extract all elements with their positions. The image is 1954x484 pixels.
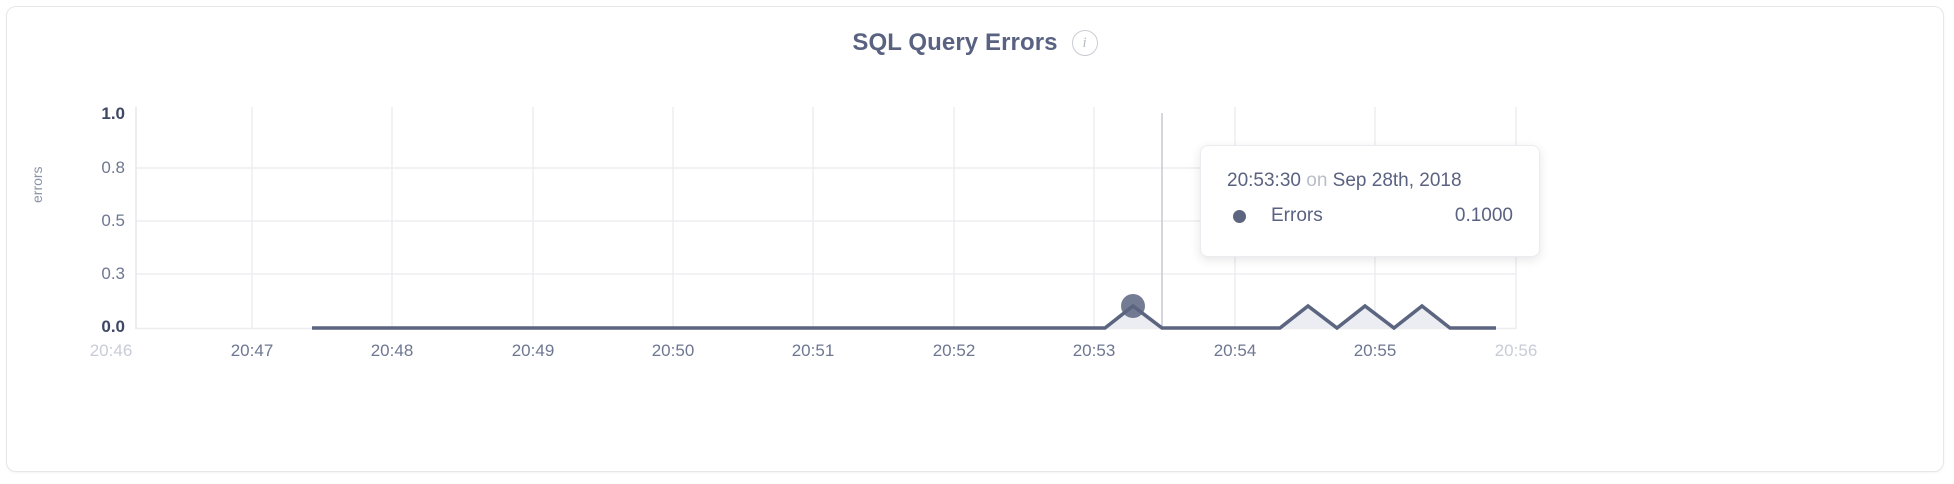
highlight-point-marker[interactable] (1121, 294, 1145, 318)
y-tick-1: 1.0 (101, 104, 125, 123)
info-icon[interactable]: i (1071, 30, 1098, 56)
chart-tooltip: 20:53:30 on Sep 28th, 2018 Errors 0.1000 (1200, 145, 1540, 257)
chart-svg[interactable] (7, 7, 1945, 473)
series-dot-icon (1233, 209, 1246, 223)
series-area-errors (312, 306, 1496, 328)
y-tick-08: 0.8 (101, 158, 125, 177)
x-tick-2055: 20:55 (1353, 341, 1397, 360)
y-tick-03: 0.3 (101, 264, 125, 283)
x-tick-2056: 20:56 (1494, 341, 1538, 360)
plot-area[interactable]: errors 1.0 0.8 0.5 0.3 0.0 20:46 20:47 2… (7, 7, 1945, 473)
x-tick-2050: 20:50 (651, 341, 695, 360)
y-tick-0: 0.0 (101, 317, 125, 336)
x-tick-2047: 20:47 (230, 341, 274, 360)
x-tick-2048: 20:48 (370, 341, 414, 360)
tooltip-on-word: on (1306, 170, 1328, 191)
tooltip-timestamp: 20:53:30 on Sep 28th, 2018 (1227, 170, 1513, 192)
x-tick-2053: 20:53 (1072, 341, 1116, 360)
y-tick-05: 0.5 (101, 211, 125, 230)
tooltip-series-row: Errors 0.1000 (1227, 205, 1513, 227)
x-tick-2054: 20:54 (1213, 341, 1257, 360)
tooltip-series-name: Errors (1271, 205, 1323, 226)
x-tick-2052: 20:52 (932, 341, 976, 360)
x-tick-2049: 20:49 (511, 341, 555, 360)
tooltip-date: Sep 28th, 2018 (1332, 170, 1462, 191)
x-tick-2051: 20:51 (791, 341, 835, 360)
tooltip-series-value: 0.1000 (1454, 205, 1513, 226)
tooltip-time: 20:53:30 (1227, 170, 1301, 191)
chart-card: SQL Query Errors i errors 1.0 0.8 0.5 0.… (6, 6, 1944, 472)
x-tick-2046: 20:46 (89, 341, 133, 360)
